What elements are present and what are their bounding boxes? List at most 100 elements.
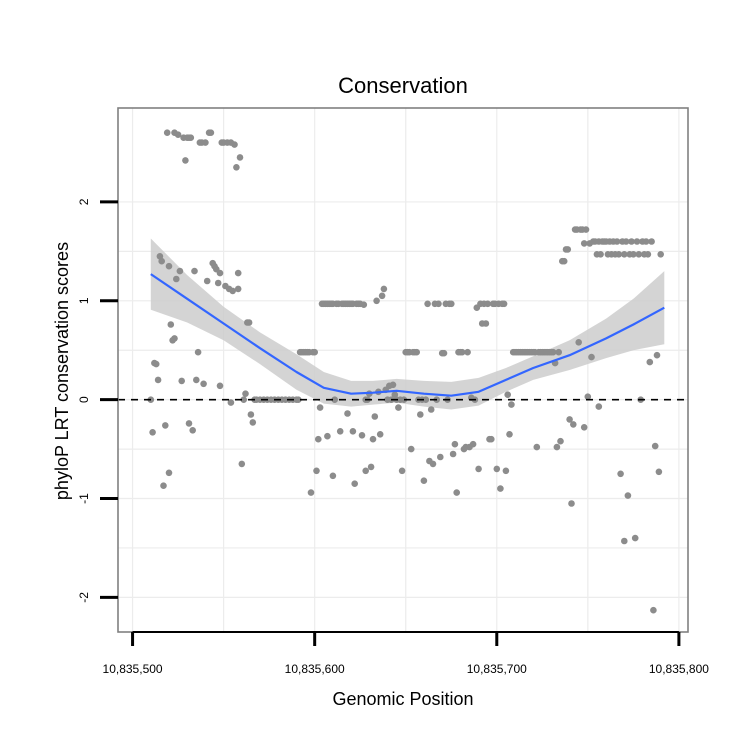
data-point <box>502 467 510 475</box>
data-point <box>508 401 515 408</box>
smooth-line <box>150 273 665 397</box>
data-point <box>163 129 171 136</box>
data-point <box>500 300 508 308</box>
data-point <box>316 404 324 411</box>
data-point <box>422 396 430 404</box>
data-point <box>504 391 512 399</box>
data-point <box>448 300 455 308</box>
data-point <box>378 292 386 300</box>
y-tick-label: 1 <box>77 297 91 304</box>
data-point <box>570 421 577 428</box>
data-point <box>555 348 562 356</box>
data-point <box>648 238 655 245</box>
data-point <box>588 353 595 361</box>
data-point <box>615 251 623 258</box>
data-point <box>191 267 198 275</box>
data-point <box>207 129 215 136</box>
data-point <box>344 410 351 417</box>
data-point <box>171 335 178 342</box>
data-point <box>653 351 661 359</box>
data-point <box>417 411 424 418</box>
data-point <box>229 287 236 295</box>
data-point <box>597 251 604 258</box>
data-point <box>566 416 573 423</box>
data-point <box>651 442 659 450</box>
data-point <box>628 238 635 245</box>
data-point <box>233 164 240 171</box>
plot-area: 10,835,500 10,835,600 10,835,700 10,835,800… <box>77 107 709 676</box>
data-point <box>176 267 184 275</box>
data-point <box>646 358 654 366</box>
data-point <box>564 246 572 253</box>
data-point <box>238 460 246 468</box>
data-point <box>655 468 663 476</box>
data-point <box>657 251 664 258</box>
data-point <box>464 348 471 356</box>
data-point <box>437 453 444 461</box>
data-point <box>371 413 379 420</box>
data-point <box>575 339 582 346</box>
data-point <box>622 238 630 245</box>
data-point <box>165 469 173 477</box>
data-point <box>249 419 257 426</box>
data-point <box>234 269 242 277</box>
data-point <box>420 477 428 485</box>
data-point <box>245 319 253 326</box>
data-point <box>231 141 238 148</box>
data-point <box>349 428 357 435</box>
data-point <box>362 467 370 475</box>
data-point <box>557 437 564 445</box>
data-point <box>165 262 173 270</box>
data-point <box>580 424 588 431</box>
data-point <box>644 251 652 258</box>
data-point <box>216 269 224 277</box>
data-point <box>584 393 592 401</box>
x-axis-label: Genomic Position <box>332 689 473 709</box>
data-point <box>311 348 319 356</box>
data-point <box>324 432 331 440</box>
data-point <box>240 396 247 404</box>
data-point <box>493 465 501 473</box>
data-point <box>407 445 415 453</box>
data-point <box>202 139 209 146</box>
data-point <box>475 465 482 473</box>
data-point <box>395 404 402 411</box>
data-point <box>331 396 339 404</box>
y-axis-label: phyloP LRT conservation scores <box>52 242 72 500</box>
data-point <box>376 431 384 438</box>
data-point <box>203 277 211 285</box>
data-point <box>568 500 575 507</box>
data-point <box>152 360 160 368</box>
data-point <box>435 300 442 308</box>
data-point <box>247 411 255 418</box>
data-point <box>154 376 162 384</box>
data-point <box>193 376 200 384</box>
data-point <box>380 285 388 293</box>
data-point <box>533 443 541 451</box>
data-point <box>458 348 466 356</box>
data-point <box>216 382 224 390</box>
data-point <box>160 482 167 490</box>
data-point <box>200 380 207 388</box>
data-point <box>621 537 628 545</box>
x-tick-label: 10,835,600 <box>285 662 345 676</box>
data-point <box>482 320 490 327</box>
data-point <box>194 348 202 356</box>
data-point <box>214 279 222 287</box>
data-point <box>315 435 322 443</box>
data-point <box>613 238 621 245</box>
data-point <box>242 390 249 398</box>
data-point <box>351 480 359 488</box>
data-point <box>440 349 448 357</box>
data-point <box>174 131 182 138</box>
data-point <box>624 492 632 499</box>
data-point <box>549 348 557 356</box>
data-point <box>553 443 561 451</box>
data-point <box>227 399 235 406</box>
data-point <box>635 251 643 258</box>
data-point <box>497 485 504 492</box>
data-point <box>373 297 380 305</box>
data-point <box>413 348 421 356</box>
data-point <box>358 432 366 439</box>
